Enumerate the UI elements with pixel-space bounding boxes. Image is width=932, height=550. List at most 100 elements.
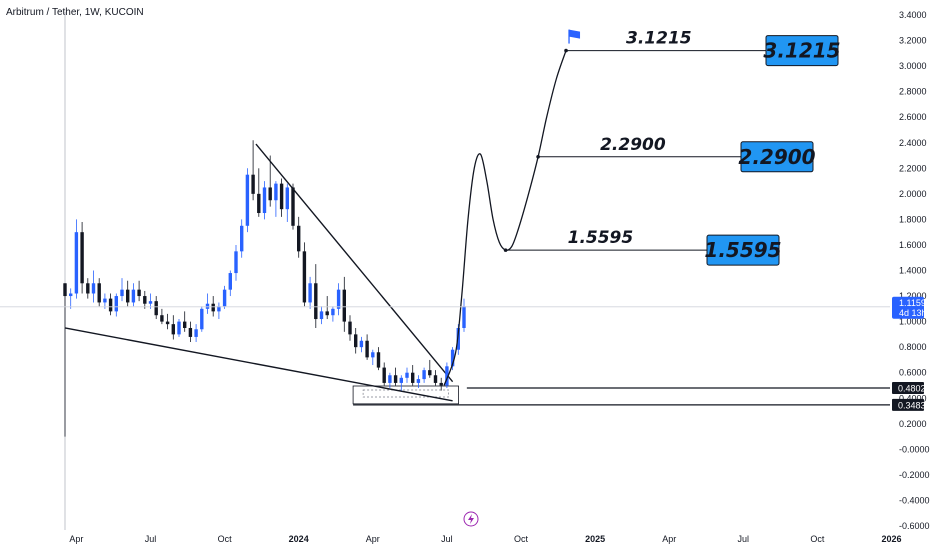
level-tag	[892, 398, 924, 411]
candle-body	[91, 283, 96, 294]
candle-body	[80, 232, 84, 284]
candle-body	[200, 308, 204, 330]
candle-body	[433, 375, 438, 383]
countdown-label: 4d 13h	[899, 308, 927, 318]
candle-body	[319, 311, 324, 320]
candle-body	[268, 187, 272, 201]
candle-body	[382, 367, 386, 383]
projection-curve	[443, 50, 567, 386]
candle-body	[114, 296, 118, 312]
targets-layer: 3.1215 3.1215 2.2900 2.2900 1.5595 1.5595	[503, 29, 841, 266]
y-tick-label: 1.0000	[899, 317, 927, 327]
y-tick-label: 3.2000	[899, 36, 927, 46]
projection-layer	[443, 50, 567, 386]
y-tick-label: 0.8000	[899, 342, 927, 352]
resistance-trendline	[255, 143, 454, 383]
support-zone-layer	[352, 385, 890, 406]
candle-body	[257, 193, 261, 214]
x-tick-label: 2025	[585, 534, 605, 544]
current-price-tag	[892, 296, 924, 319]
y-tick-label: 0.6000	[899, 368, 927, 378]
candle-body	[165, 321, 170, 325]
y-tick-label: 0.2000	[899, 419, 927, 429]
candle-body	[274, 183, 278, 201]
target-label: 2.2900	[600, 135, 666, 155]
candle-body	[69, 293, 73, 297]
x-tick-label: Apr	[662, 534, 676, 544]
candle-body	[86, 283, 90, 294]
candle-body	[137, 289, 141, 297]
x-tick-label: Apr	[366, 534, 380, 544]
candle-body	[393, 375, 398, 383]
y-tick-label: 2.0000	[899, 189, 927, 199]
target-box	[765, 35, 839, 67]
candle-body	[354, 334, 358, 348]
candle-body	[405, 372, 409, 378]
y-tick-label: 3.4000	[899, 10, 927, 20]
candle-body	[428, 370, 432, 376]
target-box-label: 1.5595	[704, 238, 781, 262]
candle-body	[234, 251, 238, 274]
candle-body	[359, 340, 364, 348]
candle-body	[240, 225, 244, 252]
candle-body	[126, 289, 130, 303]
pattern-lines-layer	[64, 143, 454, 402]
candle-body	[365, 340, 369, 358]
y-tick-label: -0.2000	[899, 470, 930, 480]
candle-body	[188, 327, 193, 337]
x-tick-label: Jul	[738, 534, 750, 544]
chart-title: Arbitrum / Tether, 1W, KUCOIN	[6, 7, 144, 18]
candle-body	[228, 273, 232, 290]
price-axis: 3.4000 3.2000 3.0000 2.8000 2.6000 2.4000 2.20…	[64, 10, 930, 531]
candle-body	[411, 372, 415, 383]
candle-body	[348, 321, 352, 335]
candle-body	[171, 324, 175, 335]
lightning-icon	[468, 514, 474, 524]
candle-body	[63, 283, 67, 297]
time-axis: AprJulOct2024AprJulOct2025AprJulOct2026A…	[69, 534, 901, 544]
candle-body	[450, 349, 455, 367]
target-box-label: 2.2900	[738, 145, 815, 169]
candles-layer	[63, 140, 466, 437]
candle-body	[445, 366, 449, 386]
candle-body	[371, 352, 375, 358]
candle-body	[376, 352, 381, 368]
x-tick-label: Jul	[145, 534, 157, 544]
candle-body	[183, 321, 187, 328]
y-tick-label: 1.8000	[899, 214, 927, 224]
candle-body	[131, 289, 136, 303]
candle-body	[103, 298, 107, 303]
x-tick-label: 2024	[289, 534, 309, 544]
candle-body	[222, 289, 227, 307]
candle-body	[308, 283, 312, 303]
candle-body	[279, 183, 284, 210]
candle-body	[154, 301, 158, 316]
candle-body	[456, 327, 460, 350]
lightning-icon	[463, 511, 479, 527]
candle-body	[120, 289, 124, 297]
target-box-label: 3.1215	[763, 39, 840, 63]
target-box	[706, 234, 780, 266]
target-label: 1.5595	[568, 228, 634, 248]
candle-body	[388, 375, 392, 383]
candle-body	[439, 382, 443, 386]
target-box	[740, 141, 814, 173]
candle-body	[262, 187, 267, 214]
y-tick-label: -0.4000	[899, 495, 930, 505]
x-tick-label: Apr	[69, 534, 83, 544]
level-tag-label: 0.3483	[898, 400, 926, 410]
candle-body	[342, 289, 346, 322]
level-tag	[892, 382, 924, 395]
candle-body	[462, 306, 466, 328]
candle-body	[291, 187, 295, 226]
x-tick-label: Oct	[810, 534, 825, 544]
y-tick-label: 1.6000	[899, 240, 927, 250]
support-zone-inner	[362, 389, 449, 398]
x-tick-label: Jul	[441, 534, 453, 544]
candle-body	[331, 308, 335, 316]
candle-body	[422, 370, 426, 380]
y-tick-label: 0.4000	[899, 393, 927, 403]
flag-icon	[569, 29, 581, 39]
